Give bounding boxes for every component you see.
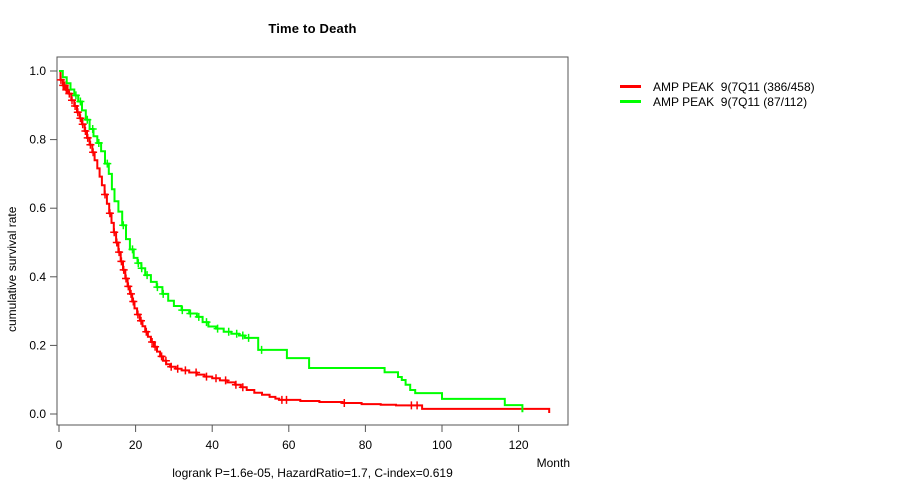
plot-box <box>56 56 569 426</box>
red-censor-marks <box>56 75 422 410</box>
x-axis: 0 20 40 60 80 100 120 <box>56 425 529 452</box>
y-tick-label: 0.2 <box>29 338 46 352</box>
y-axis-label: cumulative survival rate <box>5 206 19 332</box>
survival-curve-red <box>56 70 551 413</box>
y-tick-label: 0.4 <box>29 270 46 284</box>
legend-line-green <box>620 100 641 103</box>
legend-label-green: AMP PEAK 9(7Q11 (87/112) <box>653 94 808 109</box>
stats-caption: logrank P=1.6e-05, HazardRatio=1.7, C-in… <box>172 466 453 480</box>
x-tick-label: 100 <box>432 438 452 452</box>
legend: AMP PEAK 9(7Q11 (386/458) AMP PEAK 9(7Q1… <box>620 79 815 109</box>
legend-line-red <box>620 85 641 88</box>
green-censor-marks <box>71 91 266 354</box>
y-tick-label: 0.8 <box>29 133 46 147</box>
y-tick-label: 0.0 <box>29 407 46 421</box>
x-tick-label: 60 <box>282 438 296 452</box>
x-tick-label: 0 <box>56 438 63 452</box>
x-tick-label: 40 <box>206 438 220 452</box>
y-tick-label: 1.0 <box>29 64 46 78</box>
green-step-curve <box>59 70 524 413</box>
red-step-curve <box>59 70 551 413</box>
legend-label-red: AMP PEAK 9(7Q11 (386/458) <box>653 79 815 94</box>
legend-entry-red: AMP PEAK 9(7Q11 (386/458) <box>620 79 815 94</box>
x-tick-label: 80 <box>359 438 373 452</box>
x-axis-label: Month <box>536 456 570 470</box>
legend-entry-green: AMP PEAK 9(7Q11 (87/112) <box>620 94 815 109</box>
y-axis: 0.0 0.2 0.4 0.6 0.8 1.0 <box>29 64 57 421</box>
x-tick-label: 20 <box>129 438 143 452</box>
x-tick-label: 120 <box>509 438 529 452</box>
survival-curve-green <box>59 70 524 413</box>
chart-title: Time to Death <box>268 21 357 36</box>
y-tick-label: 0.6 <box>29 201 46 215</box>
